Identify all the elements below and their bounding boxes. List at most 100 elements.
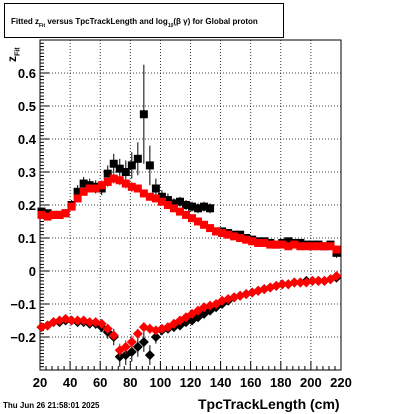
data-point-diamond xyxy=(126,346,137,357)
data-point-square xyxy=(169,204,178,213)
data-point-square xyxy=(61,209,70,218)
data-point-square xyxy=(278,240,287,249)
data-point-diamond xyxy=(307,275,318,286)
data-point-diamond xyxy=(138,336,149,347)
data-point-square xyxy=(97,181,106,190)
x-tick-label: 120 xyxy=(180,375,202,390)
y-axis-label-sub: Fit xyxy=(14,47,22,56)
x-tick-label: 20 xyxy=(33,375,47,390)
data-point-diamond xyxy=(84,317,95,328)
grid-layer xyxy=(40,40,341,370)
data-point-diamond xyxy=(295,277,306,288)
data-point-square xyxy=(49,210,58,219)
data-point-square xyxy=(260,238,269,247)
data-point-square xyxy=(127,182,136,191)
data-point-square xyxy=(272,240,281,249)
data-point-square xyxy=(224,230,233,239)
data-point-square xyxy=(85,184,94,193)
data-point-square xyxy=(206,224,215,233)
data-point-square xyxy=(151,184,160,193)
x-tick-label: 40 xyxy=(63,375,77,390)
y-tick-label: −0.1 xyxy=(10,297,36,312)
data-point-square xyxy=(121,168,130,176)
data-point-square xyxy=(181,210,190,219)
data-point-square xyxy=(266,240,275,249)
y-tick-label: 0 xyxy=(29,264,36,279)
x-tick-label: 100 xyxy=(150,375,172,390)
data-point-square xyxy=(73,194,82,203)
data-point-diamond xyxy=(313,275,324,286)
data-point-square xyxy=(242,235,251,244)
data-point-square xyxy=(139,189,148,198)
data-point-square xyxy=(127,161,136,170)
title-part1-sub: Fit xyxy=(39,23,46,29)
data-point-square xyxy=(302,242,311,251)
data-point-square xyxy=(284,242,293,251)
data-point-square xyxy=(121,179,130,188)
data-point-square xyxy=(314,242,323,251)
data-point-square xyxy=(91,184,100,193)
title-part1: Fitted z xyxy=(11,17,39,26)
data-point-square xyxy=(236,234,245,242)
data-point-diamond xyxy=(120,341,131,352)
data-point-square xyxy=(115,164,124,173)
data-point-diamond xyxy=(132,341,143,352)
y-tick-label: 0.5 xyxy=(18,99,36,114)
x-tick-label: 220 xyxy=(330,375,352,390)
data-point-diamond xyxy=(66,315,77,326)
data-point-square xyxy=(200,220,209,229)
data-point-square xyxy=(133,184,142,193)
title-part2: versus TpcTrackLength and log xyxy=(45,17,168,26)
data-point-square xyxy=(169,199,178,208)
data-point-square xyxy=(326,242,335,251)
data-point-square xyxy=(55,210,64,219)
data-point-square xyxy=(73,187,82,196)
data-point-square xyxy=(188,214,197,223)
data-point-square xyxy=(79,179,88,188)
data-point-diamond xyxy=(96,318,107,329)
data-point-square xyxy=(103,169,112,178)
data-point-diamond xyxy=(126,336,137,347)
data-point-square xyxy=(163,201,172,209)
data-point-square xyxy=(230,232,239,241)
data-point-square xyxy=(284,237,293,246)
data-point-diamond xyxy=(331,270,342,281)
data-point-diamond xyxy=(277,279,288,290)
chart-title: Fitted zFit versus TpcTrackLength and lo… xyxy=(11,17,258,29)
data-point-square xyxy=(296,242,305,251)
data-point-square xyxy=(43,212,52,221)
data-point-square xyxy=(194,204,203,213)
data-point-diamond xyxy=(102,323,113,334)
x-tick-label: 60 xyxy=(93,375,107,390)
data-point-square xyxy=(157,197,166,206)
data-point-diamond xyxy=(54,315,65,326)
data-point-square xyxy=(218,229,227,238)
data-point-diamond xyxy=(289,277,300,288)
data-point-square xyxy=(248,237,257,246)
data-point-diamond xyxy=(72,315,83,326)
y-tick-label: 0.4 xyxy=(18,132,37,147)
data-point-square xyxy=(115,176,124,185)
x-tick-label: 200 xyxy=(300,375,322,390)
data-point-square xyxy=(254,238,263,247)
data-point-square xyxy=(133,154,142,163)
data-point-square xyxy=(37,210,46,219)
data-point-square xyxy=(145,161,154,170)
x-tick-label: 180 xyxy=(270,375,292,390)
x-tick-label: 140 xyxy=(210,375,232,390)
data-point-square xyxy=(290,240,299,249)
data-point-square xyxy=(139,110,148,119)
data-point-square xyxy=(308,242,317,251)
title-box: Fitted zFit versus TpcTrackLength and lo… xyxy=(4,3,284,38)
y-axis-label: zFit xyxy=(5,47,21,62)
data-point-square xyxy=(175,197,184,206)
data-point-diamond xyxy=(132,328,143,339)
data-point-square xyxy=(332,245,341,254)
data-layer xyxy=(36,64,342,367)
data-point-square xyxy=(103,177,112,186)
data-point-square xyxy=(194,217,203,226)
data-point-square xyxy=(163,196,172,205)
data-point-diamond xyxy=(144,350,155,361)
x-tick-label: 80 xyxy=(123,375,137,390)
